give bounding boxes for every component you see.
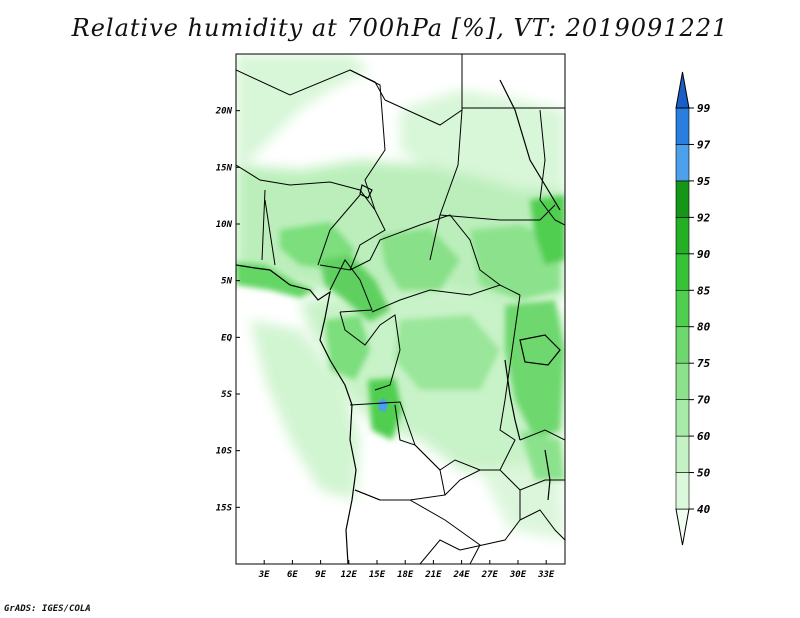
humidity-band-gabon — [325, 315, 370, 380]
lat-tick-label: 10S — [216, 447, 233, 457]
lat-tick-label: 20N — [215, 107, 233, 117]
humidity-peak-97 — [378, 398, 388, 412]
boundary-niger-chad — [349, 69, 386, 211]
humidity-region-north-west — [236, 54, 370, 170]
boundary-sudan-southsudan — [439, 204, 556, 221]
boundary-mozambique — [519, 509, 565, 541]
boundary-car-drc — [371, 284, 521, 313]
colorbar-label: 95 — [697, 175, 711, 188]
humidity-region-coastal-south — [250, 320, 360, 500]
lon-tick-label: 33E — [537, 570, 555, 580]
boundary-car-north — [349, 214, 501, 286]
lon-tick-label: 21E — [424, 570, 442, 580]
boundary-nigeria — [261, 189, 361, 266]
humidity-band-south-sudan — [470, 225, 560, 300]
boundary-namibia — [354, 489, 481, 564]
colorbar-bin — [675, 435, 690, 473]
colorbar-bin — [675, 144, 690, 182]
lat-tick-label: 10N — [216, 220, 233, 230]
grads-credit: GrADS: IGES/COLA — [4, 604, 91, 614]
colorbar-bin — [675, 399, 690, 437]
lat-tick-label: 15S — [216, 503, 233, 513]
lon-tick-label: 12E — [341, 570, 358, 580]
colorbar: 40 50 60 70 75 80 85 90 92 95 97 99 — [675, 71, 711, 546]
colorbar-bin — [675, 472, 690, 510]
colorbar-bin-low — [675, 508, 690, 546]
boundary-cameroon — [329, 259, 373, 313]
colorbar-label: 97 — [697, 138, 711, 151]
boundary-ethiopia — [539, 109, 565, 226]
lon-tick-label: 15E — [369, 570, 386, 580]
lon-tick-label: 3E — [258, 570, 270, 580]
humidity-band-ethiopia — [530, 195, 565, 265]
boundary-libya-sudan — [384, 54, 463, 126]
lon-tick-label: 30E — [509, 570, 527, 580]
colorbar-bin — [675, 326, 690, 364]
boundary-mali-niger — [236, 164, 376, 211]
colorbar-bin — [675, 180, 690, 218]
coastlines-and-lakes — [236, 79, 561, 564]
colorbar-bin — [675, 289, 690, 328]
colorbar-label: 90 — [697, 248, 711, 261]
humidity-band-tanzania — [520, 430, 565, 480]
boundary-botswana — [419, 539, 461, 564]
boundary-chad-car — [319, 209, 386, 271]
lake-tanganyika — [504, 359, 521, 441]
lat-tick-label: 5N — [221, 277, 232, 287]
lat-tick-label: EQ — [221, 333, 232, 343]
lake-chad — [359, 184, 373, 199]
colorbar-label: 75 — [697, 357, 711, 370]
humidity-shading — [236, 54, 565, 540]
map-title: Relative humidity at 700hPa [%], VT: 201… — [71, 14, 729, 42]
country-boundaries — [236, 54, 565, 564]
colorbar-label: 40 — [697, 503, 711, 516]
colorbar-label: 70 — [697, 394, 711, 407]
colorbar-label: 50 — [697, 467, 711, 480]
colorbar-bin — [675, 107, 690, 145]
humidity-band-cameroon — [320, 255, 390, 322]
humidity-band-congo-basin — [395, 315, 500, 390]
lon-tick-label: 27E — [481, 570, 499, 580]
humidity-band-car — [380, 228, 460, 290]
colorbar-label: 60 — [697, 430, 711, 443]
lake-malawi — [544, 449, 551, 501]
red-sea-coast — [499, 79, 561, 211]
lat-tick-label: 5S — [221, 390, 232, 400]
humidity-band-west-coast — [236, 262, 315, 298]
colorbar-label: 80 — [697, 321, 711, 334]
lon-tick-label: 9E — [315, 570, 326, 580]
coastline-west-africa — [236, 264, 357, 564]
boundary-zambia — [444, 469, 521, 551]
humidity-band-great-lakes — [505, 300, 565, 440]
map-axes: 3E 6E 9E 12E 15E 18E 21E 24E 27E 30E 33E 20N 15N 10N 5… — [215, 107, 555, 580]
map-frame — [235, 53, 566, 565]
colorbar-label: 85 — [697, 284, 711, 297]
colorbar-bin-high — [675, 71, 690, 109]
colorbar-bin — [675, 253, 690, 291]
lon-tick-label: 24E — [452, 570, 470, 580]
boundary-chad-sudan — [429, 109, 463, 261]
lon-tick-label: 6E — [287, 570, 298, 580]
lon-tick-label: 18E — [397, 570, 414, 580]
boundary-congo — [339, 311, 401, 391]
lat-tick-label: 15N — [216, 163, 233, 173]
colorbar-bin — [675, 217, 690, 255]
colorbar-label: 99 — [697, 102, 711, 115]
lake-victoria — [519, 334, 561, 366]
colorbar-bin — [675, 362, 690, 400]
colorbar-label: 92 — [697, 211, 711, 224]
boundary-tanzania — [519, 429, 565, 491]
